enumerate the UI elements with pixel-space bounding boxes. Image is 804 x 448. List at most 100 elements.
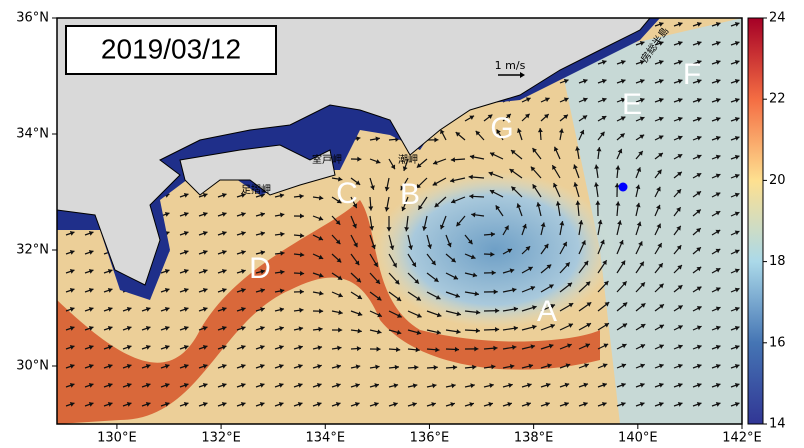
vector-head [241, 231, 246, 236]
vector-head [164, 306, 170, 312]
vector-head [396, 329, 402, 335]
x-tick-label: 134°E [306, 431, 346, 446]
vector-head [489, 383, 494, 389]
vector-head [696, 78, 702, 84]
vector-head [490, 231, 496, 237]
vector-head [525, 97, 531, 102]
vector-head [416, 183, 421, 189]
place-label: 足摺岬 [241, 183, 271, 196]
vector-head [640, 363, 645, 369]
region-label: D [249, 252, 271, 285]
vector-head [715, 78, 721, 84]
vector-head [507, 248, 513, 254]
vector-head [145, 382, 151, 388]
vector-head [471, 212, 476, 218]
y-tick-label: 32°N [16, 243, 49, 258]
vector-head [734, 287, 740, 293]
vector-head [543, 243, 549, 249]
vector-head [436, 329, 441, 335]
vector-head [579, 129, 585, 135]
vector-head [604, 302, 610, 307]
vector-head [622, 281, 627, 287]
vector-head [278, 364, 284, 369]
vector-head [164, 211, 170, 217]
vector-head [241, 269, 246, 274]
vector-head [734, 382, 740, 388]
vector-head [401, 206, 407, 212]
vector-head [371, 244, 376, 250]
vector-head [495, 308, 500, 314]
vector-head [422, 226, 428, 231]
vector-head [221, 231, 227, 236]
vector-head [582, 97, 588, 103]
vector-head [573, 164, 578, 170]
vector-head [432, 181, 438, 186]
vector-head [615, 165, 621, 170]
vector-head [526, 401, 531, 407]
vector-head [640, 282, 645, 287]
vector-head [468, 174, 473, 180]
vector-head [337, 345, 342, 351]
vector-head [620, 401, 626, 407]
vector-head [676, 189, 682, 194]
vector-head [336, 198, 342, 204]
vector-head [390, 164, 396, 170]
vector-head [318, 235, 324, 241]
vector-head [517, 128, 522, 133]
vector-head [337, 275, 343, 280]
vector-head [278, 382, 284, 388]
vector-head [696, 59, 702, 65]
vector-head [470, 383, 475, 389]
vector-head [375, 279, 380, 284]
vector-head [279, 345, 284, 350]
vector-head [384, 206, 390, 212]
vector-head [734, 40, 740, 46]
vector-head [567, 343, 572, 349]
vector-head [298, 364, 303, 369]
vector-head [635, 202, 641, 208]
vector-head [335, 220, 341, 225]
vector-head [88, 249, 94, 255]
vector-head [659, 344, 664, 349]
vector-head [545, 382, 551, 388]
vector-head [450, 157, 456, 163]
vector-head [88, 382, 94, 388]
vector-head [734, 78, 740, 84]
vector-head [221, 269, 227, 274]
vector-head [638, 151, 643, 156]
vector-head [715, 97, 721, 103]
y-tick-label: 30°N [16, 359, 49, 374]
vector-head [145, 306, 151, 312]
vector-head [335, 239, 341, 245]
vector-head [715, 154, 721, 160]
vector-head [658, 263, 663, 268]
vector-head [336, 364, 341, 370]
vector-head [338, 176, 343, 182]
vector-head [601, 97, 607, 103]
vector-head [639, 261, 644, 267]
vector-head [338, 292, 343, 298]
vector-head [126, 344, 132, 350]
vector-head [164, 363, 170, 369]
vector-head [475, 309, 481, 315]
vector-head [375, 159, 381, 164]
vector-head [734, 192, 740, 198]
vector-head [636, 167, 642, 172]
vector-head [335, 402, 341, 407]
vector-head [469, 193, 474, 199]
x-tick-label: 142°E [722, 431, 762, 446]
vector-head [528, 363, 534, 369]
vector-head [620, 78, 626, 84]
vector-head [440, 129, 445, 135]
vector-head [316, 383, 322, 388]
vector-head [734, 306, 740, 312]
vector-head [297, 383, 303, 388]
vector-head [416, 163, 422, 168]
vector-head [544, 114, 549, 119]
vector-head [456, 329, 461, 335]
vector-head [677, 344, 683, 350]
vector-head [88, 287, 94, 293]
vector-head [126, 382, 132, 388]
vector-head [107, 325, 113, 331]
colorbar-tick-label: 14 [769, 417, 786, 432]
